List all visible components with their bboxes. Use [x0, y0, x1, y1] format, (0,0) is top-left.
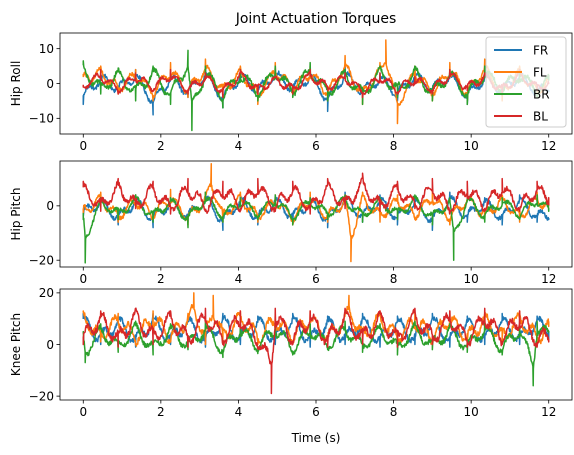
subplot-1: 0 2 4 6 8 10 12 −10 0 10 Hip Roll — [9, 32, 573, 153]
x-axis-label: Time (s) — [291, 431, 341, 445]
x-tick-label: 12 — [541, 139, 556, 153]
series-group — [82, 39, 550, 132]
x-tick-label: 2 — [157, 272, 165, 286]
x-tick-label: 8 — [390, 272, 398, 286]
x-tick-label: 0 — [79, 405, 87, 419]
series-group — [82, 292, 550, 395]
y-axis-label: Hip Pitch — [9, 187, 23, 240]
x-tick-label: 4 — [235, 139, 243, 153]
x-tick-label: 0 — [79, 139, 87, 153]
x-tick-label: 8 — [390, 405, 398, 419]
subplot-2: 0 2 4 6 8 10 12 −20 0 Hip Pitch — [9, 160, 573, 286]
x-tick-label: 6 — [312, 139, 320, 153]
x-tick-label: 2 — [157, 139, 165, 153]
y-tick-label: 20 — [39, 286, 54, 300]
subplot-3: 0 2 4 6 8 10 12 −20 0 20 Knee Pitch — [9, 286, 573, 419]
x-tick-label: 4 — [235, 272, 243, 286]
legend-label-bl: BL — [533, 109, 548, 123]
series-line-br — [82, 191, 550, 264]
y-tick-label: 0 — [46, 77, 54, 91]
legend-label-fl: FL — [533, 65, 547, 79]
series-line-fr — [82, 65, 550, 116]
series-line-fr — [82, 312, 550, 348]
x-tick-label: 10 — [464, 272, 479, 286]
x-tick-label: 6 — [312, 272, 320, 286]
legend-label-fr: FR — [533, 43, 548, 57]
y-tick-label: −20 — [29, 389, 54, 403]
chart-title: Joint Actuation Torques — [235, 11, 397, 27]
y-tick-label: 0 — [46, 199, 54, 213]
series-line-bl — [82, 172, 550, 215]
series-group — [82, 162, 550, 264]
legend: FR FL BR BL — [485, 36, 567, 128]
x-tick-label: 2 — [157, 405, 165, 419]
y-tick-label: 0 — [46, 338, 54, 352]
subplots: 0 2 4 6 8 10 12 −10 0 10 Hip Roll 0 2 4 6 8 10 12 −20 0 Hip … — [9, 32, 573, 419]
series-line-bl — [82, 307, 550, 395]
y-tick-label: 10 — [39, 42, 54, 56]
x-tick-label: 6 — [312, 405, 320, 419]
x-tick-label: 10 — [464, 405, 479, 419]
x-tick-label: 12 — [541, 405, 556, 419]
legend-frame — [485, 36, 567, 128]
x-tick-label: 8 — [390, 139, 398, 153]
x-tick-label: 0 — [79, 272, 87, 286]
axes-frame — [59, 160, 573, 268]
x-tick-label: 4 — [235, 405, 243, 419]
y-tick-label: −10 — [29, 112, 54, 126]
series-line-bl — [82, 68, 550, 99]
y-axis-label: Hip Roll — [9, 61, 23, 107]
y-axis-label: Knee Pitch — [9, 313, 23, 376]
legend-label-br: BR — [533, 87, 550, 101]
x-tick-label: 10 — [464, 139, 479, 153]
x-tick-label: 12 — [541, 272, 556, 286]
y-tick-label: −20 — [29, 254, 54, 268]
